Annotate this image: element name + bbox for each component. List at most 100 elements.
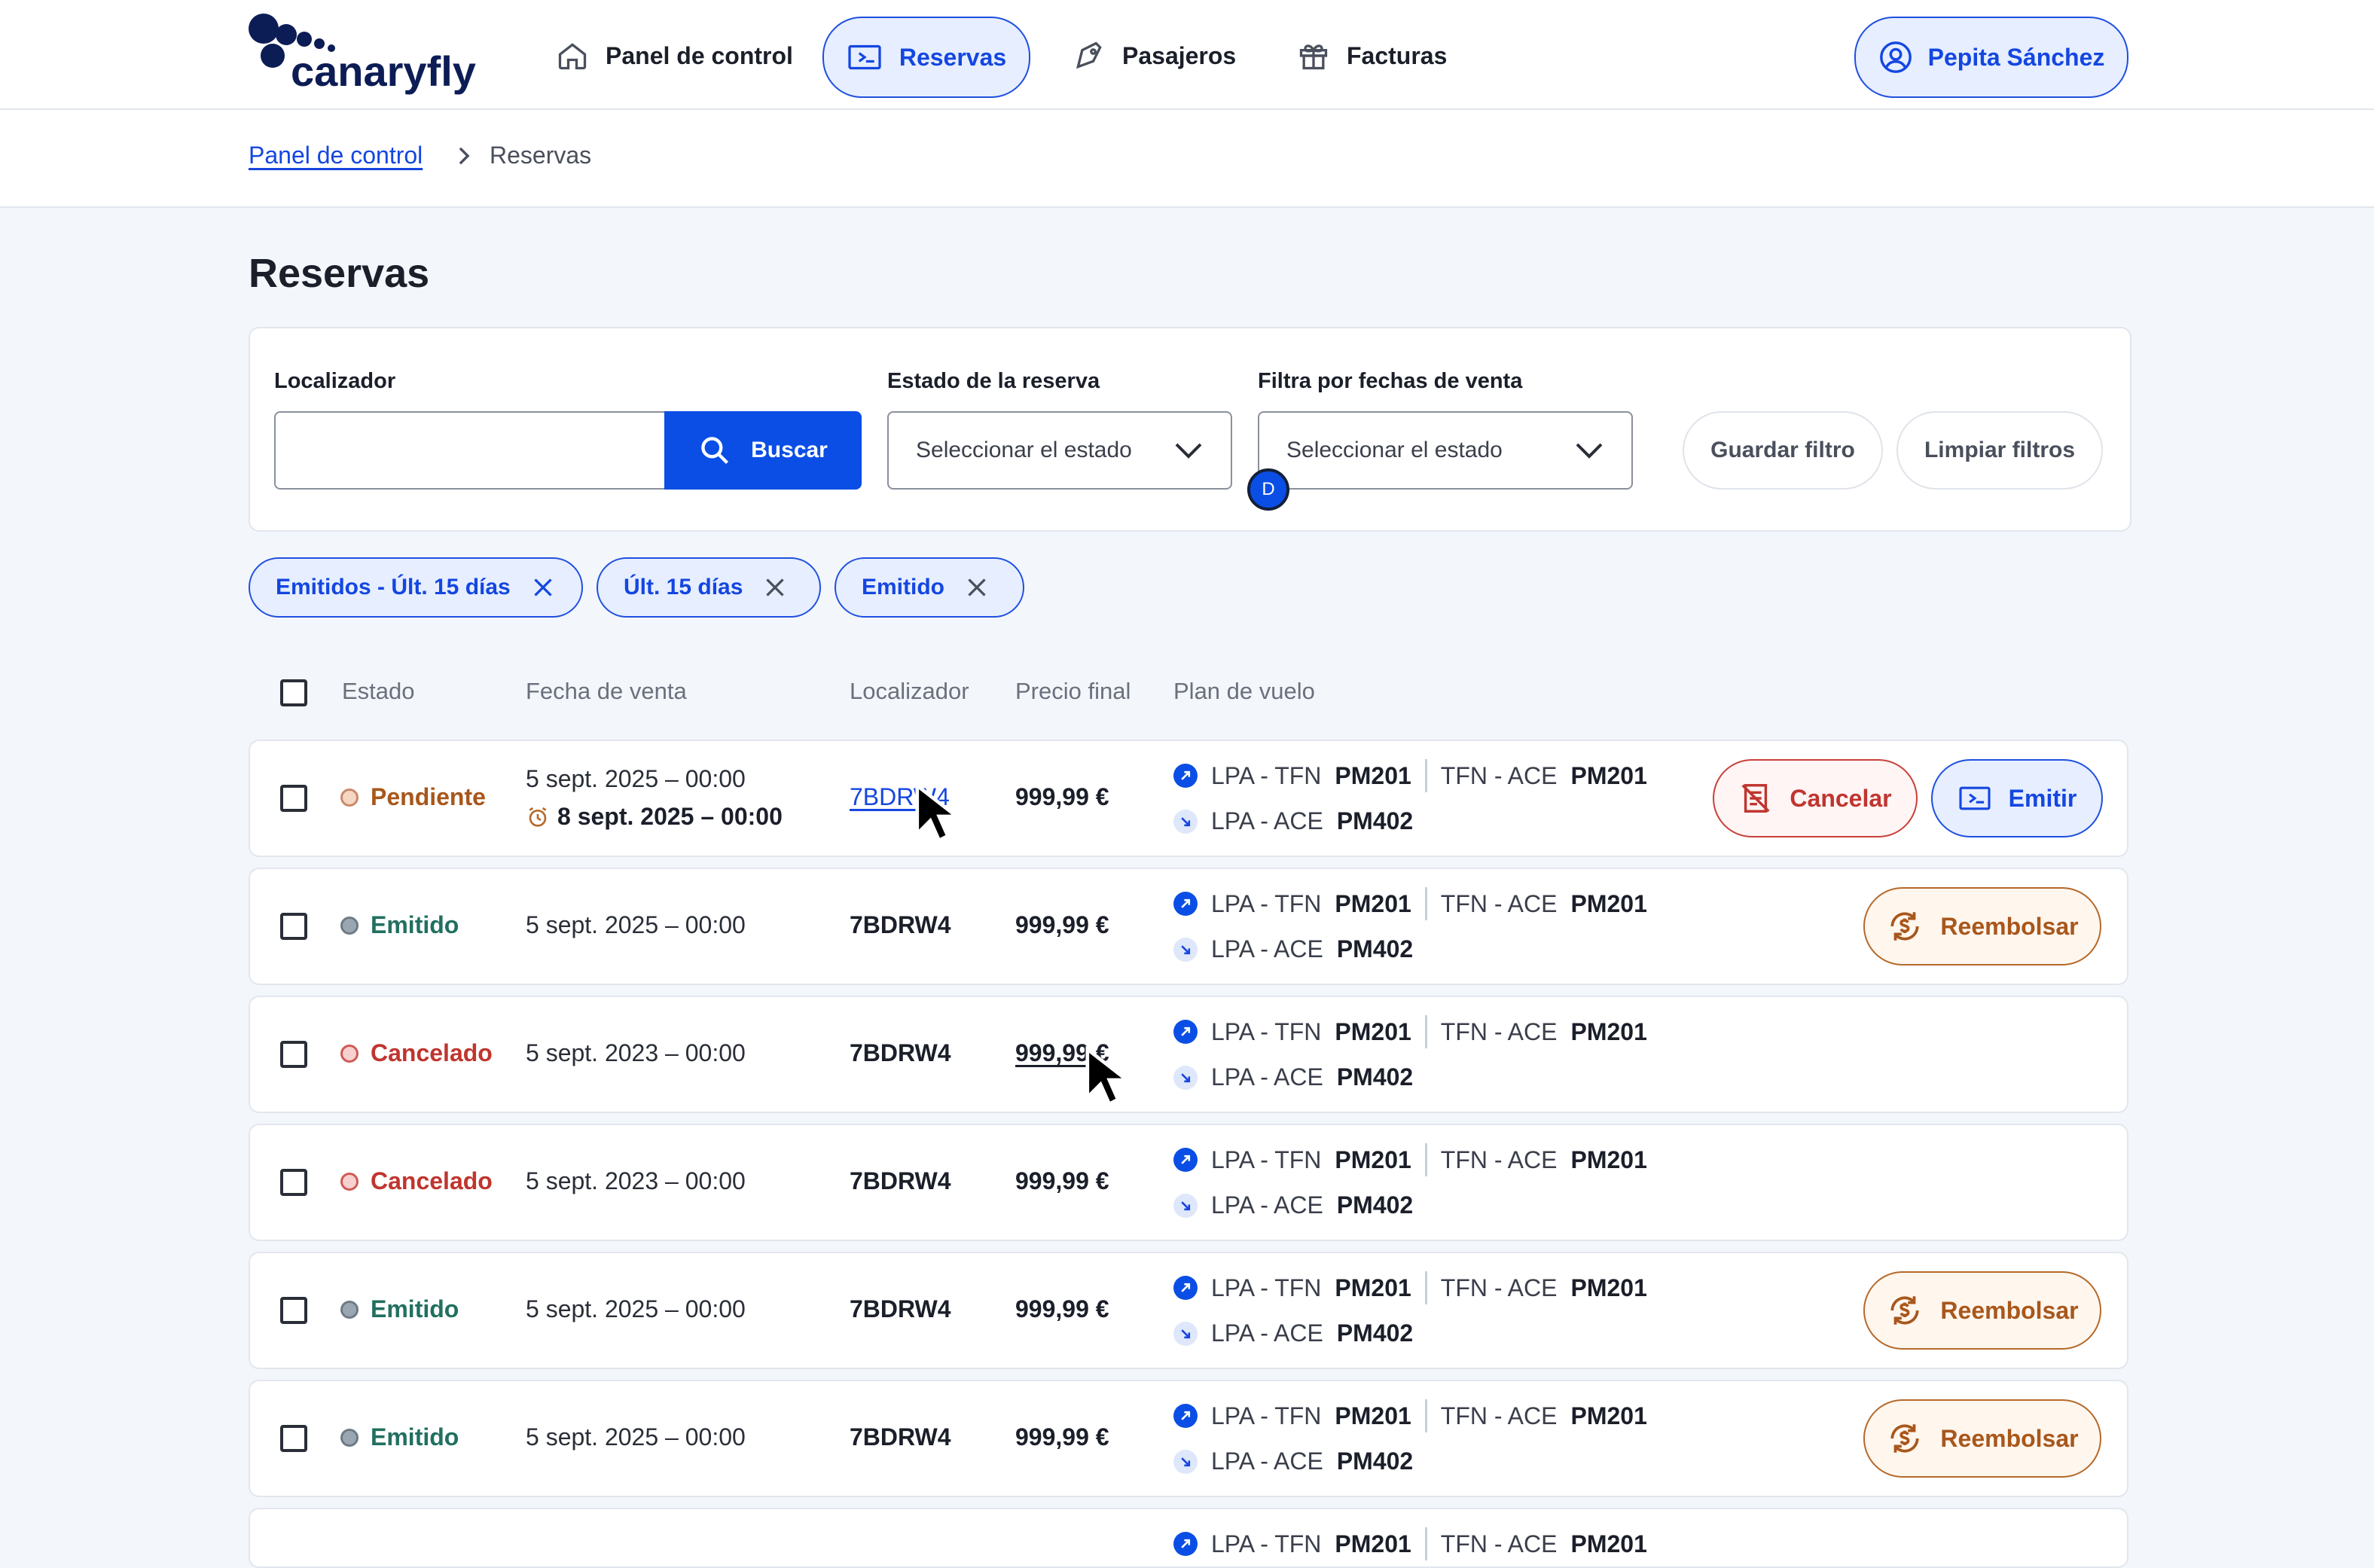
flight-number: PM201 [1570,889,1647,917]
status-dot [340,916,359,935]
deadline-text: 8 sept. 2025 – 00:00 [557,803,783,830]
close-icon[interactable] [966,576,988,599]
status-badge: Emitido [340,1423,459,1451]
user-avatar-icon [1879,41,1912,73]
search-button[interactable]: Buscar [664,411,862,490]
refund-label: Reembolsar [1940,1424,2079,1452]
status-text: Cancelado [371,1167,493,1194]
gift-icon [1299,44,1328,70]
locator[interactable]: 7BDRW4 [850,1423,951,1451]
flight-number: PM402 [1336,807,1414,834]
chevron-right-icon [459,147,470,165]
route: TFN - ACE [1440,889,1558,917]
sale-date: 5 sept. 2025 – 00:00 [526,911,746,938]
nav-label: Panel de control [606,41,793,69]
row-checkbox[interactable] [280,785,307,812]
column-header-localizador[interactable]: Localizador [850,678,969,704]
locator[interactable]: 7BDRW4 [850,1295,951,1322]
row-checkbox[interactable] [280,1169,307,1196]
nav-reservas[interactable]: Reservas [822,17,1030,98]
flight-number: PM201 [1335,1274,1411,1301]
filter-chip[interactable]: Emitidos - Últ. 15 días [249,557,583,618]
nav-facturas[interactable]: Facturas [1297,17,1447,95]
select-all-checkbox[interactable] [280,679,307,706]
table-row[interactable] [249,868,2128,985]
status-badge: Emitido [340,1295,459,1323]
flight-number: PM201 [1570,1530,1647,1557]
nav-label: Facturas [1347,41,1448,69]
status-badge: Cancelado [340,1167,493,1195]
clear-filters-button[interactable]: Limpiar filtros [1896,411,2103,490]
refund-icon [1890,1296,1919,1325]
route: LPA - TFN [1211,1530,1322,1557]
table-row[interactable] [249,1252,2128,1369]
user-name: Pepita Sánchez [1927,43,2105,71]
refund-icon [1890,1424,1919,1453]
status-text: Cancelado [371,1039,493,1066]
refund-button[interactable]: Reembolsar [1863,1399,2101,1478]
locator[interactable]: 7BDRW4 [850,1167,951,1194]
route: TFN - ACE [1440,1274,1558,1301]
flight-leg: LPA - TFN PM201 TFN - ACE PM201 [1173,759,1647,792]
breadcrumb-current: Reservas [490,142,592,169]
route: LPA - ACE [1211,935,1323,962]
divider [1424,1271,1427,1304]
mouse-cursor-icon [1085,1045,1127,1106]
locator[interactable]: 7BDRW4 [850,1039,951,1066]
ticket-icon [848,44,881,70]
flight-number: PM201 [1335,1145,1411,1173]
filter-chip[interactable]: Últ. 15 días [597,557,821,618]
return-icon [1173,1321,1198,1346]
return-icon [1173,809,1198,834]
row-checkbox[interactable] [280,1041,307,1068]
flight-number: PM201 [1335,1530,1411,1557]
search-icon [701,437,729,465]
logo[interactable]: canaryfly [247,12,481,101]
status-dot [340,1172,359,1191]
route: LPA - TFN [1211,1017,1322,1045]
user-menu-button[interactable]: Pepita Sánchez [1854,17,2128,98]
refund-button[interactable]: Reembolsar [1863,1271,2101,1350]
chip-label: Emitido [862,575,944,599]
flight-leg: LPA - TFN PM201 TFN - ACE PM201 [1173,1527,1647,1560]
flight-number: PM201 [1570,761,1647,789]
row-checkbox[interactable] [280,1297,307,1324]
table-row[interactable] [249,1124,2128,1241]
nav-pasajeros[interactable]: Pasajeros [1073,17,1236,95]
locator[interactable]: 7BDRW4 [850,911,951,938]
column-header-fecha[interactable]: Fecha de venta [526,678,687,704]
dates-select[interactable]: Seleccionar el estado [1258,411,1633,490]
flight-number: PM201 [1335,1017,1411,1045]
flight-number: PM402 [1336,1063,1414,1091]
flight-leg: LPA - TFN PM201 TFN - ACE PM201 [1173,1143,1647,1176]
column-header-estado[interactable]: Estado [342,678,415,704]
flight-number: PM402 [1336,1448,1414,1475]
column-header-precio[interactable]: Precio final [1015,678,1131,704]
route: TFN - ACE [1440,1017,1558,1045]
close-icon[interactable] [532,576,554,599]
locator-input[interactable] [274,411,666,490]
cancel-button[interactable]: Cancelar [1713,759,1918,837]
sale-date: 5 sept. 2025 – 00:00 [526,1295,746,1322]
table-row[interactable] [249,996,2128,1113]
route: LPA - TFN [1211,889,1322,917]
row-checkbox[interactable] [280,913,307,940]
filter-chip[interactable]: Emitido [835,557,1024,618]
emit-button[interactable]: Emitir [1931,759,2103,837]
column-header-plan[interactable]: Plan de vuelo [1173,678,1315,704]
flight-number: PM201 [1570,1274,1647,1301]
route: LPA - TFN [1211,1274,1322,1301]
refund-button[interactable]: Reembolsar [1863,887,2101,966]
close-icon[interactable] [764,576,786,599]
status-text: Emitido [371,1423,459,1451]
row-checkbox[interactable] [280,1425,307,1452]
breadcrumb-link[interactable]: Panel de control [249,142,423,169]
nav-label: Pasajeros [1122,41,1237,69]
ticket-icon [1959,786,1991,810]
status-select[interactable]: Seleccionar el estado [887,411,1232,490]
outbound-icon [1173,1532,1198,1556]
flight-number: PM201 [1570,1402,1647,1429]
save-filter-button[interactable]: Guardar filtro [1683,411,1883,490]
nav-panel-de-control[interactable]: Panel de control [556,17,793,95]
table-row[interactable] [249,1380,2128,1497]
